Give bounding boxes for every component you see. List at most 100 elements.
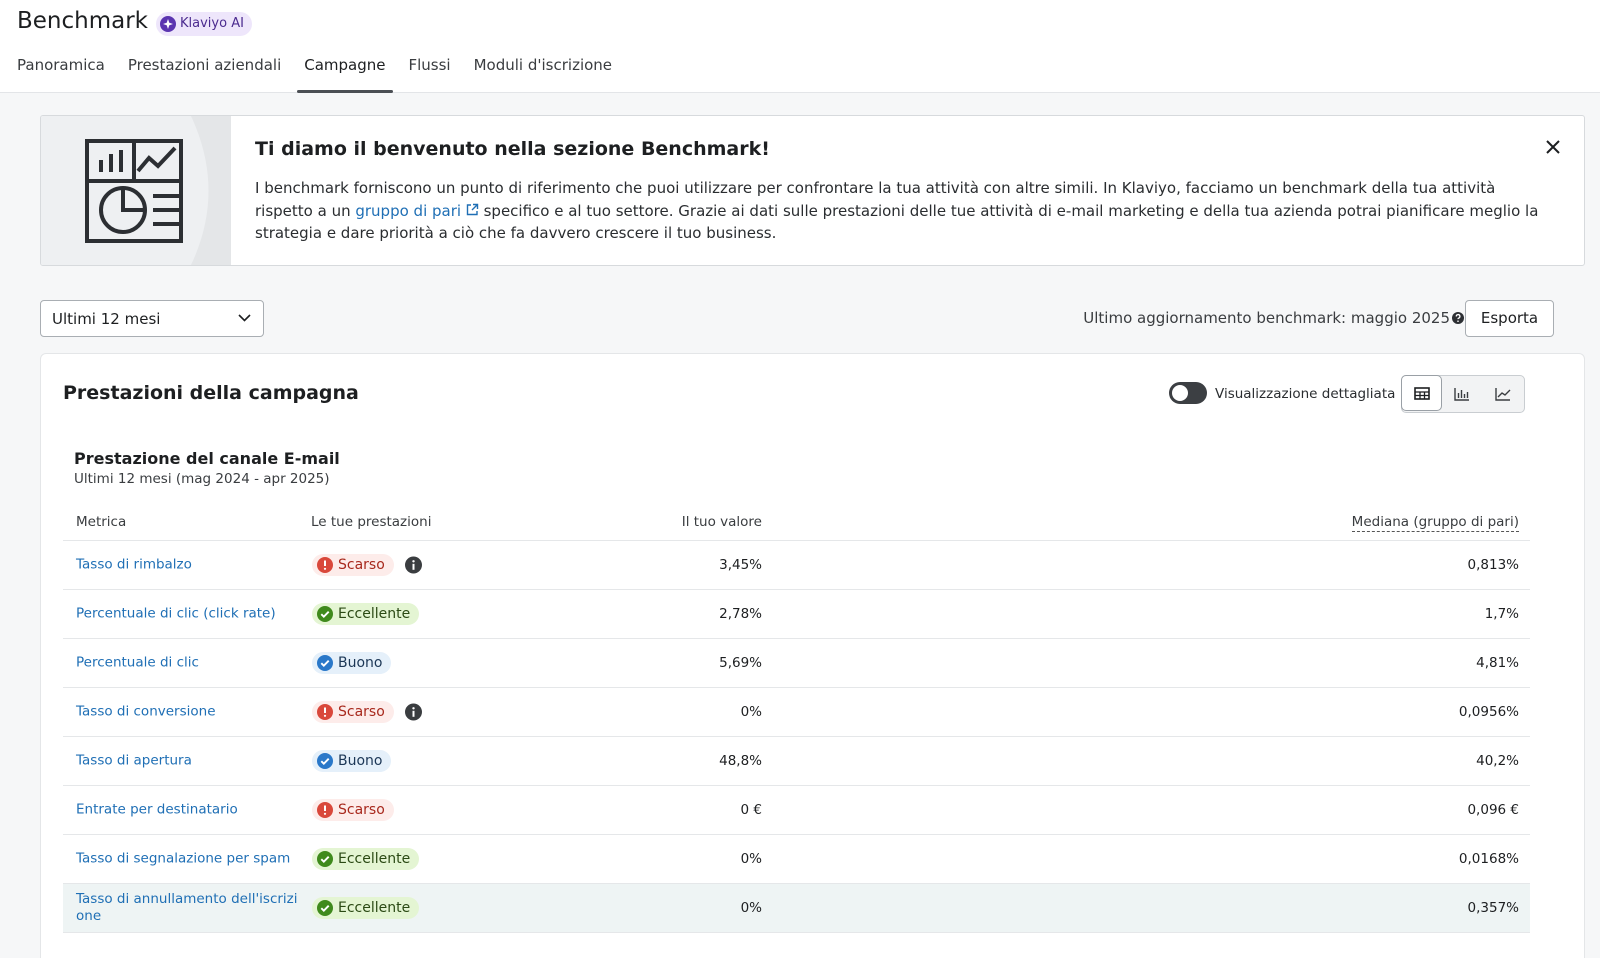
column-header: Metrica xyxy=(76,514,127,530)
metric-link[interactable]: Tasso di rimbalzo xyxy=(76,556,192,573)
status-text: Eccellente xyxy=(338,851,411,867)
status-icon xyxy=(317,753,333,769)
median-value: 0,813% xyxy=(1467,557,1519,573)
banner-text-end: specifico e al tuo settore. Grazie ai da… xyxy=(255,201,1539,243)
bar-icon xyxy=(1453,388,1469,401)
median-value: 0,096 € xyxy=(1467,802,1519,818)
status-icon xyxy=(317,704,333,720)
status-text: Scarso xyxy=(338,557,385,573)
table-header: Metrica Le tue prestazioni Il tuo valore Me… xyxy=(63,509,1530,541)
section-subtitle: Ultimi 12 mesi (mag 2024 - apr 2025) xyxy=(74,471,330,487)
link-text[interactable]: gruppo di pari xyxy=(355,201,462,220)
tab[interactable]: Panoramica xyxy=(17,56,105,74)
status-badge: Eccellente xyxy=(312,603,420,625)
external-icon xyxy=(466,203,479,215)
median-value: 4,81% xyxy=(1476,655,1519,671)
table-row: Tasso di annullamento dell'iscrizione Ecc… xyxy=(63,884,1530,933)
performance-card: Prestazioni della campagna Visualizzazio… xyxy=(40,353,1585,958)
median-value: 0,0168% xyxy=(1458,851,1519,867)
card-title: Prestazioni della campagna xyxy=(63,382,359,404)
status-badge: Buono xyxy=(312,750,392,772)
top-bar: Benchmark Klaviyo AI Panoramica Prestazio… xyxy=(0,0,1600,93)
status-icon xyxy=(317,655,333,671)
column-header: Mediana (gruppo di pari) xyxy=(1351,514,1519,532)
tab-bar: Panoramica Prestazioni aziendali Campagne F… xyxy=(17,52,612,93)
bar-view[interactable] xyxy=(1441,376,1482,412)
your-value: 2,78% xyxy=(719,606,762,622)
table-row: Tasso di conversione Scarso 0% 0,0956% xyxy=(63,688,1530,737)
tab[interactable]: Campagne xyxy=(297,52,393,93)
tab[interactable]: Flussi xyxy=(408,56,451,74)
page-title: Benchmark xyxy=(17,8,149,34)
column-header: Il tuo valore xyxy=(681,514,762,530)
status-text: Eccellente xyxy=(338,606,411,622)
ai-badge: Klaviyo AI xyxy=(156,12,252,36)
badge-text: Klaviyo AI xyxy=(180,16,244,31)
section-title: Prestazione del canale E-mail xyxy=(74,449,340,468)
help-icon[interactable] xyxy=(1452,312,1464,324)
banner-text-start: I benchmark forniscono un punto di rifer… xyxy=(255,179,1496,220)
welcome-banner: Ti diamo il benvenuto nella sezione Benc… xyxy=(40,115,1585,266)
status-icon xyxy=(317,606,333,622)
status-badge: Scarso xyxy=(312,701,394,723)
metric-link[interactable]: Tasso di conversione xyxy=(76,703,216,720)
median-value: 40,2% xyxy=(1476,753,1519,769)
export-button[interactable]: Esporta xyxy=(1465,300,1554,337)
table-row: Percentuale di clic Buono 5,69% 4,81% xyxy=(63,639,1530,688)
status-badge: Scarso xyxy=(312,799,394,821)
table-row: Tasso di rimbalzo Scarso 3,45% 0,813% xyxy=(63,541,1530,590)
median-value: 1,7% xyxy=(1484,606,1519,622)
line-view[interactable] xyxy=(1482,376,1523,412)
benchmark-icon xyxy=(85,116,231,265)
your-value: 5,69% xyxy=(719,655,762,671)
your-value: 0% xyxy=(740,851,762,867)
banner-text: I benchmark forniscono un punto di rifer… xyxy=(255,177,1555,245)
status-icon xyxy=(317,557,333,573)
period-select[interactable]: Ultimi 12 mesi xyxy=(40,300,264,337)
table-row: Tasso di apertura Buono 48,8% 40,2% xyxy=(63,737,1530,786)
status-text: Scarso xyxy=(338,802,385,818)
tab[interactable]: Moduli d'iscrizione xyxy=(473,56,613,74)
banner-title: Ti diamo il benvenuto nella sezione Benc… xyxy=(255,138,770,160)
info-icon[interactable] xyxy=(405,703,422,721)
metric-link[interactable]: Percentuale di clic xyxy=(76,654,199,671)
status-badge: Scarso xyxy=(312,554,394,576)
your-value: 3,45% xyxy=(719,557,762,573)
metric-link[interactable]: Percentuale di clic (click rate) xyxy=(76,605,276,622)
metric-link[interactable]: Entrate per destinatario xyxy=(76,801,238,818)
your-value: 0 € xyxy=(740,802,762,818)
column-header: Le tue prestazioni xyxy=(311,514,432,530)
info-icon[interactable] xyxy=(405,556,422,574)
status-icon xyxy=(317,900,333,916)
close-button[interactable] xyxy=(1546,140,1560,154)
peer-group-link[interactable]: gruppo di pari xyxy=(355,201,479,220)
last-update: Ultimo aggiornamento benchmark: maggio 2… xyxy=(1083,309,1450,327)
metric-link[interactable]: Tasso di apertura xyxy=(76,752,192,769)
detail-toggle[interactable] xyxy=(1169,382,1207,404)
median-value: 0,0956% xyxy=(1458,704,1519,720)
period-value[interactable]: Ultimi 12 mesi xyxy=(52,310,161,328)
line-icon xyxy=(1494,388,1510,401)
table-icon xyxy=(1413,386,1430,400)
median-value: 0,357% xyxy=(1467,900,1519,916)
metrics-table: Metrica Le tue prestazioni Il tuo valore Me… xyxy=(63,509,1530,933)
status-text: Scarso xyxy=(338,704,385,720)
status-icon xyxy=(317,802,333,818)
toggle-label: Visualizzazione dettagliata xyxy=(1215,386,1396,402)
status-text: Eccellente xyxy=(338,900,411,916)
status-text: Buono xyxy=(338,655,383,671)
view-switcher xyxy=(1401,375,1525,413)
status-badge: Eccellente xyxy=(312,848,420,870)
table-view[interactable] xyxy=(1401,375,1442,411)
metric-link[interactable]: Tasso di annullamento dell'iscrizione xyxy=(76,891,298,924)
tab[interactable]: Prestazioni aziendali xyxy=(127,56,282,74)
status-text: Buono xyxy=(338,753,383,769)
your-value: 48,8% xyxy=(719,753,762,769)
your-value: 0% xyxy=(740,900,762,916)
status-icon xyxy=(317,851,333,867)
table-row: Percentuale di clic (click rate) Eccellen… xyxy=(63,590,1530,639)
status-badge: Buono xyxy=(312,652,392,674)
metric-link[interactable]: Tasso di segnalazione per spam xyxy=(76,850,291,867)
